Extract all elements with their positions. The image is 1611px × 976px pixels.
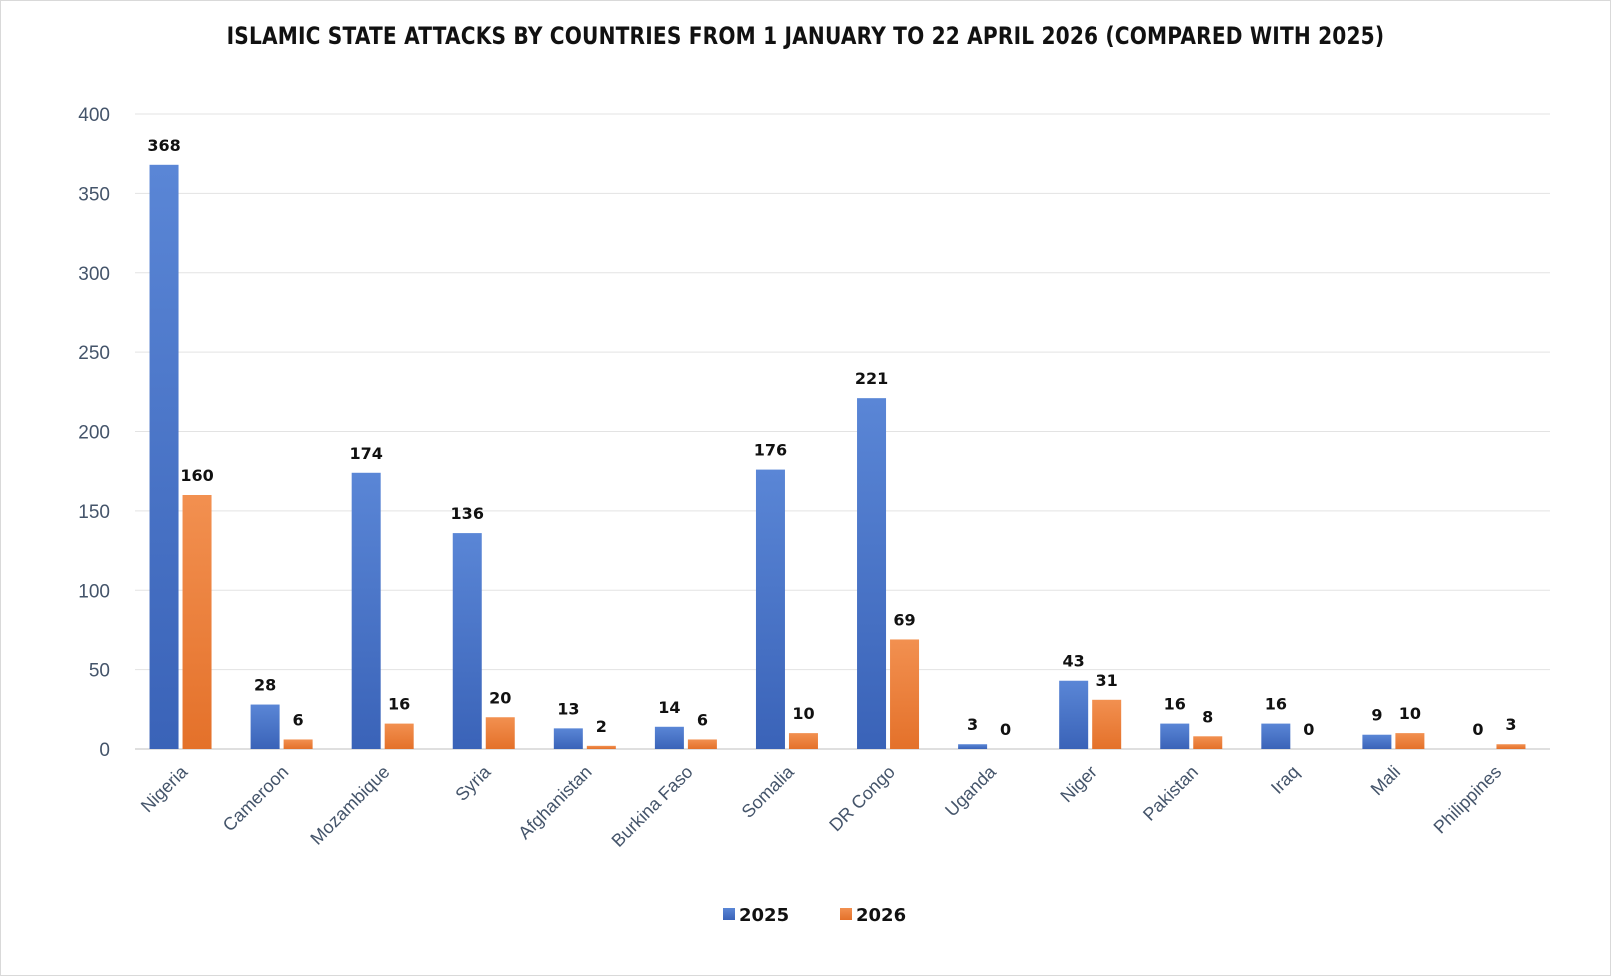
data-label-dr-congo-2026: 69 xyxy=(893,610,915,629)
x-axis: Nigeria Cameroon Mozambique Syria Afghanista… xyxy=(137,761,1505,851)
data-label-uganda-2025: 3 xyxy=(967,715,978,734)
x-tick-label-somalia: Somalia xyxy=(738,761,799,822)
data-label-philippines-2026: 3 xyxy=(1505,715,1516,734)
bar-nigeria-2025 xyxy=(149,164,179,750)
bar-cameroon-2026 xyxy=(283,739,313,749)
data-label-iraq-2025: 16 xyxy=(1265,695,1287,714)
bar-mozambique-2025 xyxy=(351,472,381,749)
bar-pakistan-2025 xyxy=(1160,723,1190,749)
bar-pakistan-2026 xyxy=(1193,736,1223,749)
data-label-mali-2026: 10 xyxy=(1399,704,1421,723)
x-tick-label-syria: Syria xyxy=(451,761,495,805)
data-label-dr-congo-2025: 221 xyxy=(855,369,888,388)
y-tick-label: 50 xyxy=(89,661,110,682)
x-tick-label-nigeria: Nigeria xyxy=(137,761,192,816)
bar-niger-2025 xyxy=(1059,680,1089,749)
x-tick-label-niger: Niger xyxy=(1056,762,1101,807)
data-label-pakistan-2025: 16 xyxy=(1164,695,1186,714)
data-label-burkina-faso-2026: 6 xyxy=(697,710,708,729)
data-label-syria-2025: 136 xyxy=(451,504,484,523)
data-label-mali-2025: 9 xyxy=(1371,706,1382,725)
bar-uganda-2025 xyxy=(958,744,988,749)
bar-iraq-2025 xyxy=(1261,723,1291,749)
bar-mali-2025 xyxy=(1362,734,1392,749)
bar-somalia-2025 xyxy=(755,469,785,749)
y-tick-label: 350 xyxy=(78,184,110,205)
gridlines xyxy=(135,113,1550,750)
y-tick-label: 250 xyxy=(78,343,110,364)
data-label-uganda-2026: 0 xyxy=(1000,720,1011,739)
bar-mali-2026 xyxy=(1395,733,1425,749)
y-tick-label: 100 xyxy=(78,581,110,602)
x-tick-label-mali: Mali xyxy=(1367,762,1404,799)
data-label-syria-2026: 20 xyxy=(489,688,511,707)
data-label-somalia-2026: 10 xyxy=(792,704,814,723)
legend-label-2026: 2026 xyxy=(856,905,906,926)
x-tick-label-dr-congo: DR Congo xyxy=(825,762,899,836)
y-tick-label: 400 xyxy=(78,105,110,126)
bar-dr-congo-2026 xyxy=(890,639,920,749)
data-label-iraq-2026: 0 xyxy=(1303,720,1314,739)
data-label-burkina-faso-2025: 14 xyxy=(658,698,680,717)
y-tick-label: 200 xyxy=(78,423,110,444)
bar-nigeria-2026 xyxy=(182,495,212,749)
data-label-afghanistan-2026: 2 xyxy=(596,717,607,736)
data-label-mozambique-2025: 174 xyxy=(349,444,382,463)
bar-syria-2026 xyxy=(485,717,515,749)
x-tick-label-afghanistan: Afghanistan xyxy=(514,762,595,843)
bar-philippines-2026 xyxy=(1496,744,1526,749)
x-tick-label-iraq: Iraq xyxy=(1267,762,1303,798)
legend: 2025 2026 xyxy=(723,905,906,926)
data-label-pakistan-2026: 8 xyxy=(1202,707,1213,726)
bar-dr-congo-2025 xyxy=(857,398,887,749)
data-label-cameroon-2025: 28 xyxy=(254,676,276,695)
x-tick-label-cameroon: Cameroon xyxy=(219,762,293,836)
data-label-mozambique-2026: 16 xyxy=(388,695,410,714)
data-label-niger-2026: 31 xyxy=(1096,671,1118,690)
chart-title: ISLAMIC STATE ATTACKS BY COUNTRIES FROM … xyxy=(226,22,1385,50)
data-label-somalia-2025: 176 xyxy=(754,441,787,460)
data-label-nigeria-2025: 368 xyxy=(147,136,180,155)
bar-burkina-faso-2026 xyxy=(687,739,717,749)
data-label-afghanistan-2025: 13 xyxy=(557,699,579,718)
y-axis: 0 50 100 150 200 250 300 350 400 xyxy=(78,105,110,761)
y-tick-label: 300 xyxy=(78,264,110,285)
x-tick-label-burkina-faso: Burkina Faso xyxy=(608,762,697,851)
x-tick-label-philippines: Philippines xyxy=(1430,762,1506,838)
data-label-philippines-2025: 0 xyxy=(1472,720,1483,739)
bar-cameroon-2025 xyxy=(250,704,280,749)
bar-mozambique-2026 xyxy=(384,723,414,749)
legend-label-2025: 2025 xyxy=(739,905,789,926)
data-label-niger-2025: 43 xyxy=(1063,652,1085,671)
y-tick-label: 0 xyxy=(99,740,110,761)
data-label-nigeria-2026: 160 xyxy=(180,466,213,485)
bar-syria-2025 xyxy=(452,533,482,749)
y-tick-label: 150 xyxy=(78,502,110,523)
bar-afghanistan-2026 xyxy=(586,745,616,749)
x-tick-label-uganda: Uganda xyxy=(941,761,1000,820)
bar-niger-2026 xyxy=(1092,699,1122,749)
bar-burkina-faso-2025 xyxy=(654,726,684,749)
legend-swatch-2025 xyxy=(723,908,735,920)
data-label-cameroon-2026: 6 xyxy=(293,710,304,729)
bars xyxy=(149,164,1526,750)
x-tick-label-pakistan: Pakistan xyxy=(1139,762,1202,825)
bar-afghanistan-2025 xyxy=(553,728,583,749)
x-tick-label-mozambique: Mozambique xyxy=(306,762,393,849)
legend-swatch-2026 xyxy=(840,908,852,920)
bar-somalia-2026 xyxy=(788,733,818,749)
